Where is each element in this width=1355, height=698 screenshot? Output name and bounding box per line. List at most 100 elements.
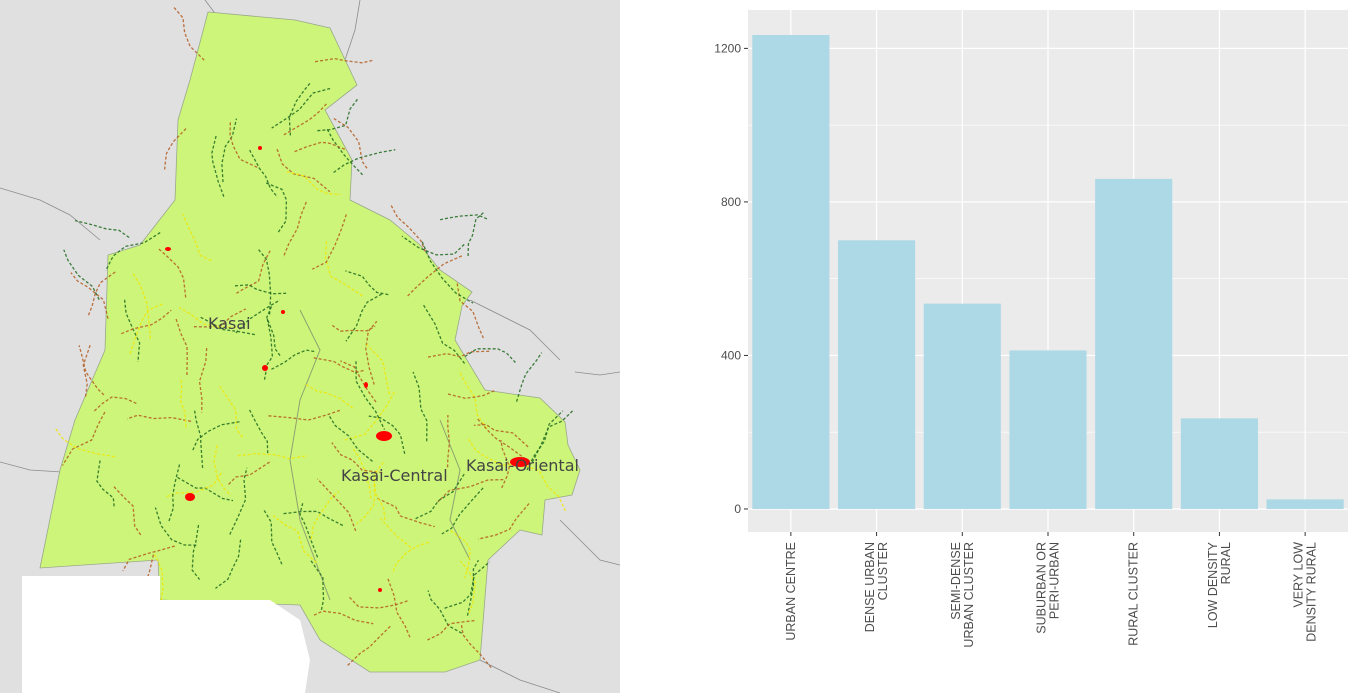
settlement-trace	[327, 414, 373, 462]
settlement-trace	[466, 559, 480, 616]
settlement-trace	[266, 306, 282, 358]
bar-chart: 0 400 800 1200 URBAN CENTRE DENSE URBANCLUST…	[714, 10, 1348, 648]
settlement-trace	[423, 304, 466, 365]
settlement-trace	[157, 247, 187, 298]
settlement-trace	[154, 507, 197, 546]
settlement-trace	[167, 464, 181, 523]
settlement-trace	[227, 461, 270, 486]
settlement-trace	[316, 478, 357, 532]
x-tick-label: LOW DENSITYRURAL	[1206, 541, 1233, 628]
settlement-trace	[450, 530, 471, 579]
x-tick-label: DENSE URBANCLUSTER	[863, 542, 890, 632]
map: Kasai Kasai-Central Kasai-Oriental	[0, 0, 621, 694]
x-tick-label: SEMI-DENSEURBAN CLUSTER	[949, 542, 976, 648]
settlement-trace	[272, 515, 317, 564]
settlement-trace	[263, 510, 284, 567]
settlement-trace	[312, 214, 347, 270]
settlement-trace	[515, 352, 543, 402]
settlement-trace	[439, 214, 489, 221]
settlement-trace	[324, 240, 363, 297]
settlement-trace	[407, 254, 463, 297]
settlement-trace	[345, 293, 383, 342]
region-label-kasai-oriental: Kasai-Oriental	[466, 456, 579, 475]
settlement-network	[54, 6, 574, 669]
settlement-trace	[351, 446, 372, 499]
settlement-trace	[441, 487, 484, 535]
bars	[752, 34, 1344, 509]
settlement-trace	[447, 389, 496, 399]
bar	[838, 240, 916, 509]
settlement-trace	[122, 545, 175, 572]
province-land	[39, 11, 581, 673]
settlement-trace	[390, 204, 426, 252]
settlement-trace	[163, 128, 187, 172]
bar	[1266, 499, 1344, 509]
settlement-trace	[391, 541, 430, 574]
settlement-trace	[198, 348, 208, 413]
settlement-trace	[333, 117, 369, 170]
settlement-trace	[269, 349, 315, 371]
settlement-trace	[387, 578, 411, 639]
settlement-trace	[123, 299, 141, 363]
settlement-trace	[345, 270, 389, 296]
settlement-trace	[467, 211, 485, 257]
settlement-trace	[412, 371, 428, 442]
settlement-trace	[271, 87, 331, 129]
y-tick-label: 0	[734, 502, 741, 516]
settlement-trace	[82, 344, 91, 398]
settlement-trace	[113, 485, 142, 536]
settlement-trace	[105, 232, 161, 271]
settlement-trace	[427, 590, 463, 634]
settlement-trace	[283, 510, 344, 527]
settlement-trace	[460, 624, 492, 669]
settlement-trace	[331, 324, 376, 332]
blank-area	[138, 600, 310, 693]
settlement-trace	[180, 377, 187, 428]
settlement-trace	[314, 57, 374, 64]
bar	[923, 303, 1001, 509]
bar	[752, 34, 830, 509]
settlement-trace	[265, 182, 288, 235]
settlement-trace	[345, 625, 391, 668]
bar	[1009, 350, 1087, 509]
settlement-trace	[283, 103, 328, 136]
settlement-trace	[121, 309, 172, 335]
settlement-trace	[70, 272, 109, 319]
settlement-trace	[213, 445, 232, 496]
settlement-trace	[221, 118, 238, 183]
settlement-trace	[282, 201, 307, 258]
settlement-trace	[193, 409, 204, 468]
settlement-trace	[401, 235, 465, 256]
settlement-trace	[96, 459, 115, 507]
map-panel: Kasai Kasai-Central Kasai-Oriental	[0, 0, 621, 694]
settlement-trace	[326, 128, 364, 176]
y-tick-label: 1200	[714, 41, 741, 55]
settlement-trace	[377, 497, 435, 528]
settlement-trace	[263, 318, 274, 382]
settlement-trace	[500, 440, 511, 489]
settlement-trace	[310, 560, 325, 611]
settlement-trace	[477, 503, 530, 540]
settlement-trace	[331, 442, 383, 474]
settlement-trace	[355, 361, 386, 430]
x-axis: URBAN CENTRE DENSE URBANCLUSTER SEMI-DENSE…	[784, 532, 1319, 648]
settlement-trace	[313, 610, 374, 625]
settlement-trace	[437, 478, 504, 503]
y-tick-label: 400	[721, 348, 741, 362]
settlement-trace	[63, 249, 100, 300]
settlement-trace	[93, 396, 139, 412]
settlement-trace	[299, 503, 319, 558]
settlement-trace	[215, 539, 242, 589]
settlement-trace	[379, 518, 412, 549]
settlement-trace	[349, 596, 410, 609]
settlement-trace	[288, 82, 312, 136]
settlement-trace	[54, 427, 115, 458]
settlement-trace	[464, 348, 516, 363]
settlement-trace	[268, 409, 341, 421]
settlement-trace	[182, 213, 212, 262]
settlement-trace	[459, 560, 477, 614]
settlement-trace	[333, 149, 396, 174]
settlement-trace	[373, 462, 386, 520]
settlement-trace	[237, 452, 308, 460]
settlement-trace	[427, 619, 475, 641]
